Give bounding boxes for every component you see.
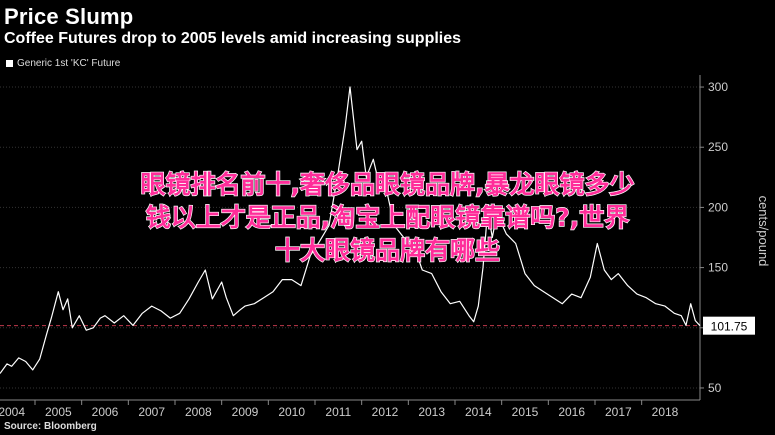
x-tick-label-0: 2004 [0,405,25,419]
series-line-group [0,86,701,374]
grid-lines [0,75,701,401]
x-tick-label-5: 2009 [232,405,259,419]
source-note: Source: Bloomberg [4,421,97,432]
x-tick-labels: 2004 2005 2006 2007 2008 2009 2010 2011 2012 2013… [0,400,679,419]
overlay-line-2: 钱以上才是正品,淘宝上配眼镜靠谱吗?,世界 [145,202,630,232]
x-tick-label-14: 2018 [652,405,679,419]
x-tick-label-10: 2014 [465,405,492,419]
x-tick-label-13: 2017 [605,405,632,419]
legend-label: Generic 1st 'KC' Future [17,58,121,69]
x-tick-label-9: 2013 [418,405,445,419]
x-tick-label-2: 2006 [92,405,119,419]
overlay-line-1: 眼镜排名前十,奢侈品眼镜品牌,暴龙眼镜多少 [140,169,635,199]
x-tick-label-1: 2005 [45,405,72,419]
y-tick-label-4: 250 [708,140,728,154]
x-tick-label-8: 2012 [372,405,399,419]
chart-title: Price Slump [4,4,134,29]
last-value-label: 101.75 [711,320,748,334]
overlay-line-3: 十大眼镜品牌有哪些 [274,235,500,265]
y-tick-label-2: 150 [708,261,728,275]
last-value-box [703,316,755,335]
x-tick-label-7: 2011 [325,405,351,419]
last-value-group: 101.75 [703,316,755,335]
chart-subtitle: Coffee Futures drop to 2005 levels amid … [4,30,462,47]
x-tick-label-11: 2015 [512,405,539,419]
y-tick-label-5: 300 [708,80,728,94]
x-tick-label-12: 2016 [558,405,585,419]
y-tick-label-3: 200 [708,200,728,214]
y-tick-label-0: 50 [708,381,722,395]
x-tick-label-6: 2010 [278,405,305,419]
x-tick-label-3: 2007 [138,405,165,419]
y-axis-label: cents/pound [756,196,771,267]
overlay-text: 眼镜排名前十,奢侈品眼镜品牌,暴龙眼镜多少 钱以上才是正品,淘宝上配眼镜靠谱吗?… [0,168,775,267]
series-line [0,86,701,374]
legend: Generic 1st 'KC' Future [6,58,120,69]
legend-swatch [6,60,13,67]
x-tick-label-4: 2008 [185,405,212,419]
